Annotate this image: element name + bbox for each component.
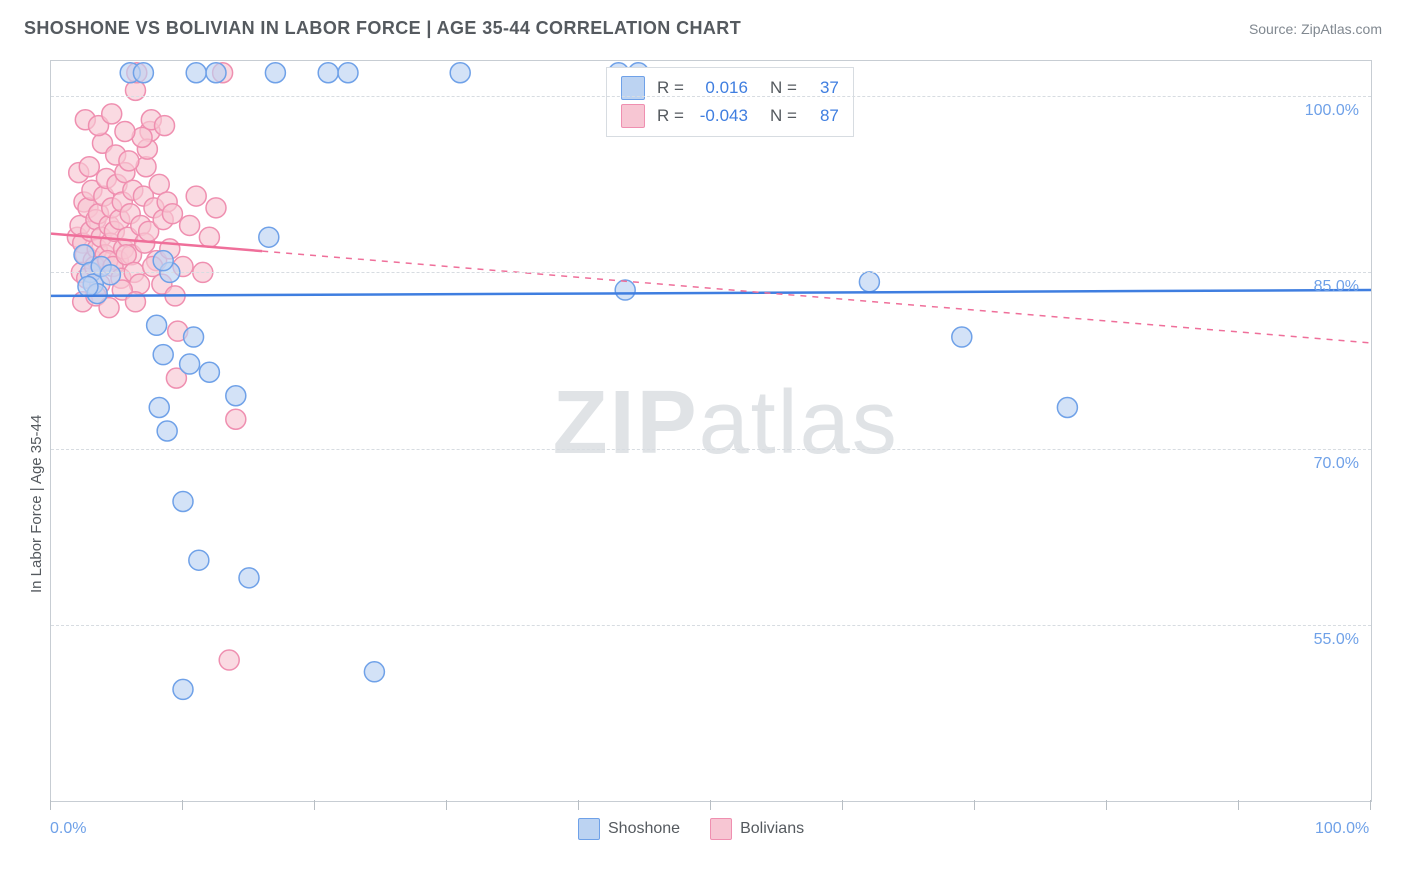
scatter-point [186, 63, 206, 83]
stats-swatch [621, 104, 645, 128]
scatter-point [189, 550, 209, 570]
scatter-point [615, 280, 635, 300]
stats-box: R = 0.016 N = 37 R = -0.043 N = 87 [606, 67, 854, 137]
scatter-point [859, 272, 879, 292]
x-tick-label: 100.0% [1315, 820, 1369, 838]
x-tick-mark [710, 800, 711, 810]
scatter-point [1057, 398, 1077, 418]
x-tick-mark [578, 800, 579, 810]
x-tick-mark [1238, 800, 1239, 810]
x-tick-mark [446, 800, 447, 810]
scatter-point [149, 398, 169, 418]
legend-item: Bolivians [710, 818, 804, 840]
trend-line-dashed [262, 251, 1371, 343]
scatter-point [100, 265, 120, 285]
stats-row: R = -0.043 N = 87 [621, 102, 839, 130]
x-tick-mark [314, 800, 315, 810]
plot-frame: ZIPatlas R =0.016N =37R =-0.043N =87 55.… [50, 60, 1372, 802]
scatter-point [115, 121, 135, 141]
stats-n-value: 37 [809, 74, 839, 102]
gridline [51, 449, 1371, 450]
scatter-point [206, 63, 226, 83]
trend-line-solid [51, 290, 1371, 296]
scatter-point [265, 63, 285, 83]
scatter-point [119, 151, 139, 171]
scatter-point [364, 662, 384, 682]
scatter-point [226, 386, 246, 406]
scatter-point [78, 277, 98, 297]
stats-n-label: N = [770, 74, 797, 102]
scatter-point [318, 63, 338, 83]
scatter-point [102, 104, 122, 124]
legend-bottom: Shoshone Bolivians [578, 818, 804, 840]
scatter-point [219, 650, 239, 670]
scatter-point [239, 568, 259, 588]
scatter-point [153, 345, 173, 365]
stats-n-label: N = [770, 102, 797, 130]
gridline [51, 625, 1371, 626]
chart-container: SHOSHONE VS BOLIVIAN IN LABOR FORCE | AG… [0, 0, 1406, 892]
x-tick-mark [182, 800, 183, 810]
legend-label: Shoshone [608, 820, 680, 837]
scatter-point [199, 227, 219, 247]
chart-title: SHOSHONE VS BOLIVIAN IN LABOR FORCE | AG… [24, 18, 741, 39]
x-tick-mark [50, 800, 51, 810]
source-label: Source: ZipAtlas.com [1249, 21, 1382, 37]
legend-swatch [710, 818, 732, 840]
scatter-point [259, 227, 279, 247]
legend-label: Bolivians [740, 820, 804, 837]
y-tick-label: 100.0% [1305, 102, 1359, 120]
x-tick-mark [1106, 800, 1107, 810]
scatter-point [133, 63, 153, 83]
scatter-point [338, 63, 358, 83]
legend-item: Shoshone [578, 818, 680, 840]
gridline [51, 272, 1371, 273]
scatter-point [162, 204, 182, 224]
scatter-point [206, 198, 226, 218]
stats-row: R = 0.016 N = 37 [621, 74, 839, 102]
y-tick-label: 85.0% [1314, 278, 1359, 296]
x-tick-label: 0.0% [50, 820, 86, 838]
scatter-point [952, 327, 972, 347]
x-tick-mark [1370, 800, 1371, 810]
stats-r-label: R = [657, 74, 684, 102]
scatter-point [147, 315, 167, 335]
scatter-point [79, 157, 99, 177]
scatter-point [226, 409, 246, 429]
scatter-point [450, 63, 470, 83]
y-tick-label: 70.0% [1314, 455, 1359, 473]
plot-svg [51, 61, 1371, 801]
scatter-point [199, 362, 219, 382]
scatter-point [184, 327, 204, 347]
stats-r-label: R = [657, 102, 684, 130]
gridline [51, 96, 1371, 97]
legend-swatch [578, 818, 600, 840]
stats-r-value: 0.016 [696, 74, 748, 102]
scatter-point [153, 251, 173, 271]
scatter-point [180, 354, 200, 374]
scatter-point [186, 186, 206, 206]
y-axis-label: In Labor Force | Age 35-44 [28, 415, 45, 593]
y-tick-label: 55.0% [1314, 631, 1359, 649]
scatter-point [173, 491, 193, 511]
stats-n-value: 87 [809, 102, 839, 130]
scatter-point [180, 215, 200, 235]
scatter-point [157, 421, 177, 441]
chart-header: SHOSHONE VS BOLIVIAN IN LABOR FORCE | AG… [24, 18, 1382, 39]
stats-r-value: -0.043 [696, 102, 748, 130]
x-tick-mark [842, 800, 843, 810]
scatter-point [173, 679, 193, 699]
scatter-point [155, 116, 175, 136]
x-tick-mark [974, 800, 975, 810]
